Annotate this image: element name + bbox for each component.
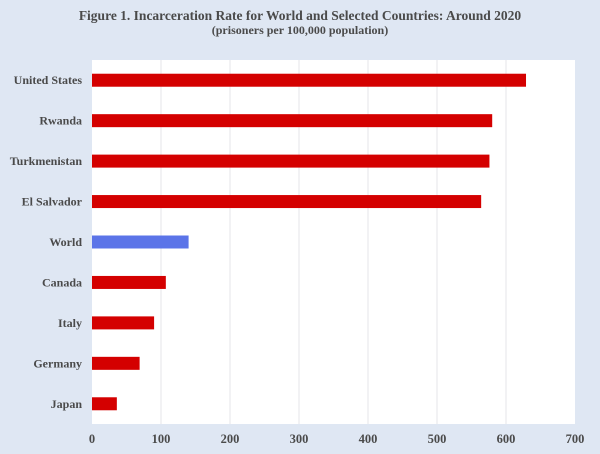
x-tick-label: 200 xyxy=(221,432,240,446)
category-label: Canada xyxy=(42,275,82,289)
bar-el-salvador xyxy=(92,195,482,209)
bar-italy xyxy=(92,316,155,330)
bar-rwanda xyxy=(92,114,493,128)
bar-germany xyxy=(92,356,140,370)
category-label: Germany xyxy=(33,356,82,370)
x-tick-label: 500 xyxy=(428,432,447,446)
bar-turkmenistan xyxy=(92,154,490,168)
chart-subtitle: (prisoners per 100,000 population) xyxy=(211,23,389,37)
bar-canada xyxy=(92,275,166,289)
x-tick-label: 100 xyxy=(152,432,171,446)
category-label: Rwanda xyxy=(39,114,82,128)
x-tick-label: 700 xyxy=(566,432,585,446)
x-tick-label: 400 xyxy=(359,432,378,446)
category-label: Turkmenistan xyxy=(10,154,83,168)
category-label: World xyxy=(49,235,82,249)
bar-united-states xyxy=(92,73,527,87)
chart-title: Figure 1. Incarceration Rate for World a… xyxy=(78,8,522,23)
bar-world xyxy=(92,235,189,249)
category-label: El Salvador xyxy=(22,195,83,209)
bar-japan xyxy=(92,397,117,411)
category-label: Italy xyxy=(58,316,82,330)
x-tick-label: 0 xyxy=(89,432,95,446)
x-tick-label: 300 xyxy=(290,432,309,446)
x-tick-label: 600 xyxy=(497,432,516,446)
category-label: United States xyxy=(14,73,83,87)
category-label: Japan xyxy=(51,397,83,411)
